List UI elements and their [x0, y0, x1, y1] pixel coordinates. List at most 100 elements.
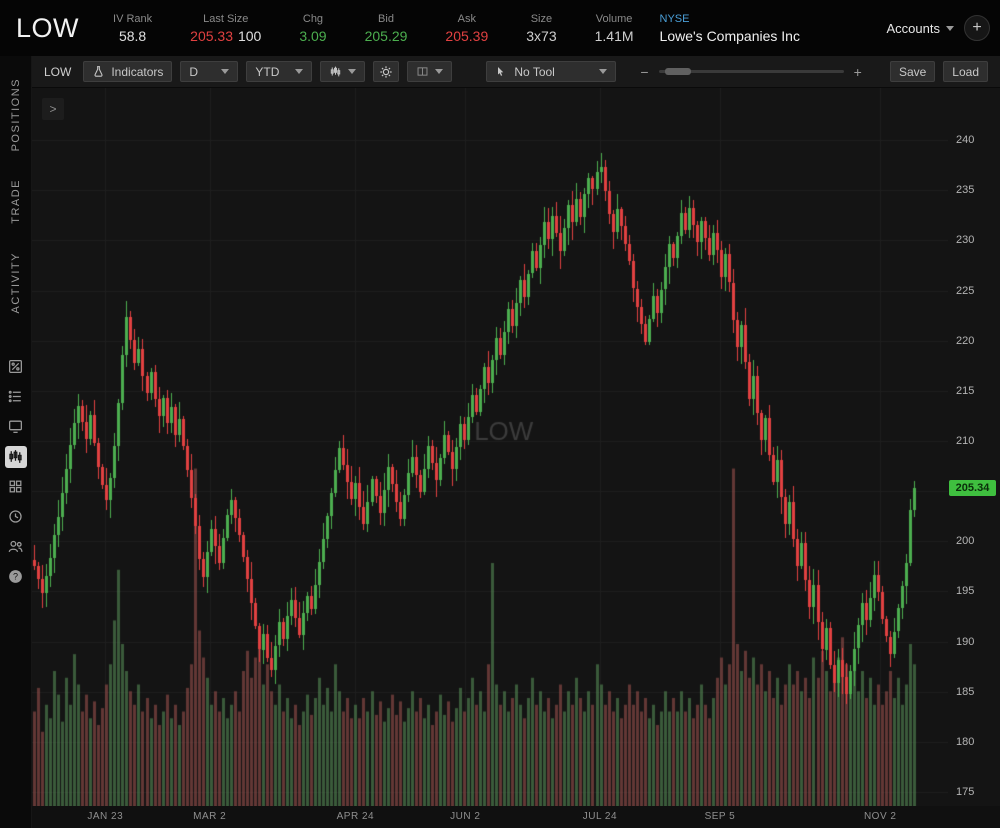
axis-corner — [948, 806, 1000, 828]
stat-value: 3.09 — [299, 27, 327, 44]
price-axis[interactable]: 205.34 240235230225220215210205200195190… — [948, 88, 1000, 806]
layout-dropdown[interactable] — [407, 61, 453, 82]
time-tick-label: JUL 24 — [582, 811, 618, 822]
toolbar-symbol-label: LOW — [44, 64, 72, 79]
price-tick-label: 190 — [956, 635, 975, 648]
list-icon[interactable] — [5, 386, 27, 408]
stat-value: 205.39 — [445, 27, 489, 44]
header-stat: Size 3x73 — [526, 13, 556, 44]
header-stat: Ask 205.39 — [445, 13, 488, 44]
time-tick-label: NOV 2 — [863, 811, 897, 822]
price-tick-label: 215 — [956, 384, 975, 397]
cursor-icon — [498, 67, 504, 76]
chart-settings-button[interactable] — [373, 61, 400, 82]
candles-icon[interactable] — [4, 445, 27, 468]
price-tick-label: 230 — [956, 234, 975, 247]
indicators-button[interactable]: Indicators — [83, 61, 173, 82]
zoom-slider-track[interactable] — [658, 68, 844, 75]
price-tick-label: 220 — [956, 334, 975, 347]
save-button[interactable]: Save — [889, 61, 936, 82]
candlestick-chart-canvas[interactable] — [32, 88, 948, 806]
help-icon[interactable]: ? — [5, 566, 27, 588]
stat-label: Last Size — [203, 12, 249, 25]
flask-icon — [94, 66, 103, 77]
timeframe-dropdown[interactable]: D — [180, 61, 239, 82]
zoom-slider-handle[interactable] — [664, 68, 691, 75]
chevron-down-icon — [295, 69, 304, 74]
sidebar-tab-activity[interactable]: ACTIVITY — [9, 252, 22, 314]
sidebar-tab-positions[interactable]: POSITIONS — [9, 78, 22, 152]
sidebar-tabs: POSITIONS TRADE ACTIVITY — [10, 78, 22, 342]
svg-text:?: ? — [13, 572, 18, 582]
layout-grid-icon — [417, 67, 428, 76]
chevron-down-icon — [435, 69, 444, 74]
symbol-title: LOW — [16, 12, 80, 43]
drawing-tool-dropdown[interactable]: No Tool — [486, 61, 617, 82]
header-stat: Chg 3.09 — [299, 13, 326, 44]
chevron-down-icon — [599, 69, 608, 74]
stat-value: 205.29 — [364, 27, 408, 44]
zoom-in-button[interactable]: + — [853, 63, 862, 80]
time-tick-label: SEP 5 — [704, 811, 736, 822]
timeframe-value: D — [189, 64, 199, 79]
chevron-down-icon — [221, 69, 230, 74]
accounts-dropdown[interactable]: Accounts — [887, 21, 954, 36]
gear-icon — [380, 65, 393, 78]
chevron-down-icon — [348, 69, 357, 74]
monitor-icon[interactable] — [5, 416, 27, 438]
load-button[interactable]: Load — [943, 61, 988, 82]
range-value: YTD — [255, 64, 280, 79]
plus-circle-icon[interactable]: + — [964, 15, 990, 41]
history-icon[interactable] — [5, 506, 27, 528]
stat-label: Ask — [457, 12, 476, 25]
time-axis-row: JAN 23 MAR 2 APR 24 JUN 2 JUL 24 SEP 5 NOV 2 — [32, 806, 1000, 828]
chart-type-dropdown[interactable] — [320, 61, 366, 82]
price-tick-label: 185 — [956, 685, 975, 698]
app-body: POSITIONS TRADE ACTIVITY ? LOW Indicators … — [0, 56, 1000, 828]
company-name: Lowe's Companies Inc — [659, 27, 800, 44]
header: LOW IV Rank 58.8 Last Size 205.33 100 Chg 3.09… — [0, 0, 1000, 56]
users-icon[interactable] — [5, 536, 27, 558]
chart-toolbar: LOW Indicators D YTD — [32, 56, 1000, 88]
left-sidebar: POSITIONS TRADE ACTIVITY ? — [0, 56, 32, 828]
header-right: Accounts + — [887, 15, 990, 41]
stat-label: Bid — [378, 12, 394, 25]
apps-icon[interactable] — [5, 476, 27, 498]
exchange-label: NYSE — [659, 12, 690, 25]
stat-label: Chg — [302, 12, 324, 25]
accounts-label: Accounts — [886, 20, 940, 36]
stats-icon[interactable] — [5, 356, 27, 378]
time-tick-label: JAN 23 — [87, 811, 124, 822]
sidebar-icons: ? — [4, 356, 27, 588]
price-tick-label: 240 — [956, 134, 975, 147]
stat-label: Size — [530, 12, 553, 25]
drawing-tool-value: No Tool — [514, 64, 555, 79]
panel-expander-button[interactable]: > — [42, 98, 64, 120]
last-price-tag: 205.34 — [949, 479, 996, 496]
zoom-control: − + — [640, 64, 861, 80]
chart-plot: > — [32, 88, 948, 806]
candlestick-type-icon — [331, 66, 341, 77]
stat-value: 3x73 — [526, 27, 557, 44]
range-dropdown[interactable]: YTD — [246, 61, 313, 82]
time-axis[interactable]: JAN 23 MAR 2 APR 24 JUN 2 JUL 24 SEP 5 NOV 2 — [32, 806, 948, 828]
price-tick-label: 195 — [956, 585, 975, 598]
main-area: LOW Indicators D YTD — [32, 56, 1000, 828]
price-tick-label: 235 — [956, 184, 975, 197]
header-stat: IV Rank 58.8 — [113, 13, 152, 44]
time-tick-label: JUN 2 — [450, 811, 481, 822]
header-stat: Volume 1.41M — [595, 13, 634, 44]
price-tick-label: 225 — [956, 284, 975, 297]
price-tick-label: 180 — [956, 735, 975, 748]
header-stat: Bid 205.29 — [365, 13, 408, 44]
indicators-label: Indicators — [111, 64, 164, 79]
exchange-block: NYSE Lowe's Companies Inc — [660, 13, 800, 44]
stat-value: 58.8 — [118, 27, 147, 44]
price-tick-label: 175 — [956, 785, 975, 798]
zoom-out-button[interactable]: − — [640, 63, 649, 80]
time-tick-label: MAR 2 — [193, 811, 227, 822]
chart-row: > 205.34 2402352302252202152102052001951… — [32, 88, 1000, 806]
stat-value: 205.33 100 — [190, 27, 262, 44]
sidebar-tab-trade[interactable]: TRADE — [9, 179, 22, 225]
chevron-down-icon — [946, 25, 954, 31]
